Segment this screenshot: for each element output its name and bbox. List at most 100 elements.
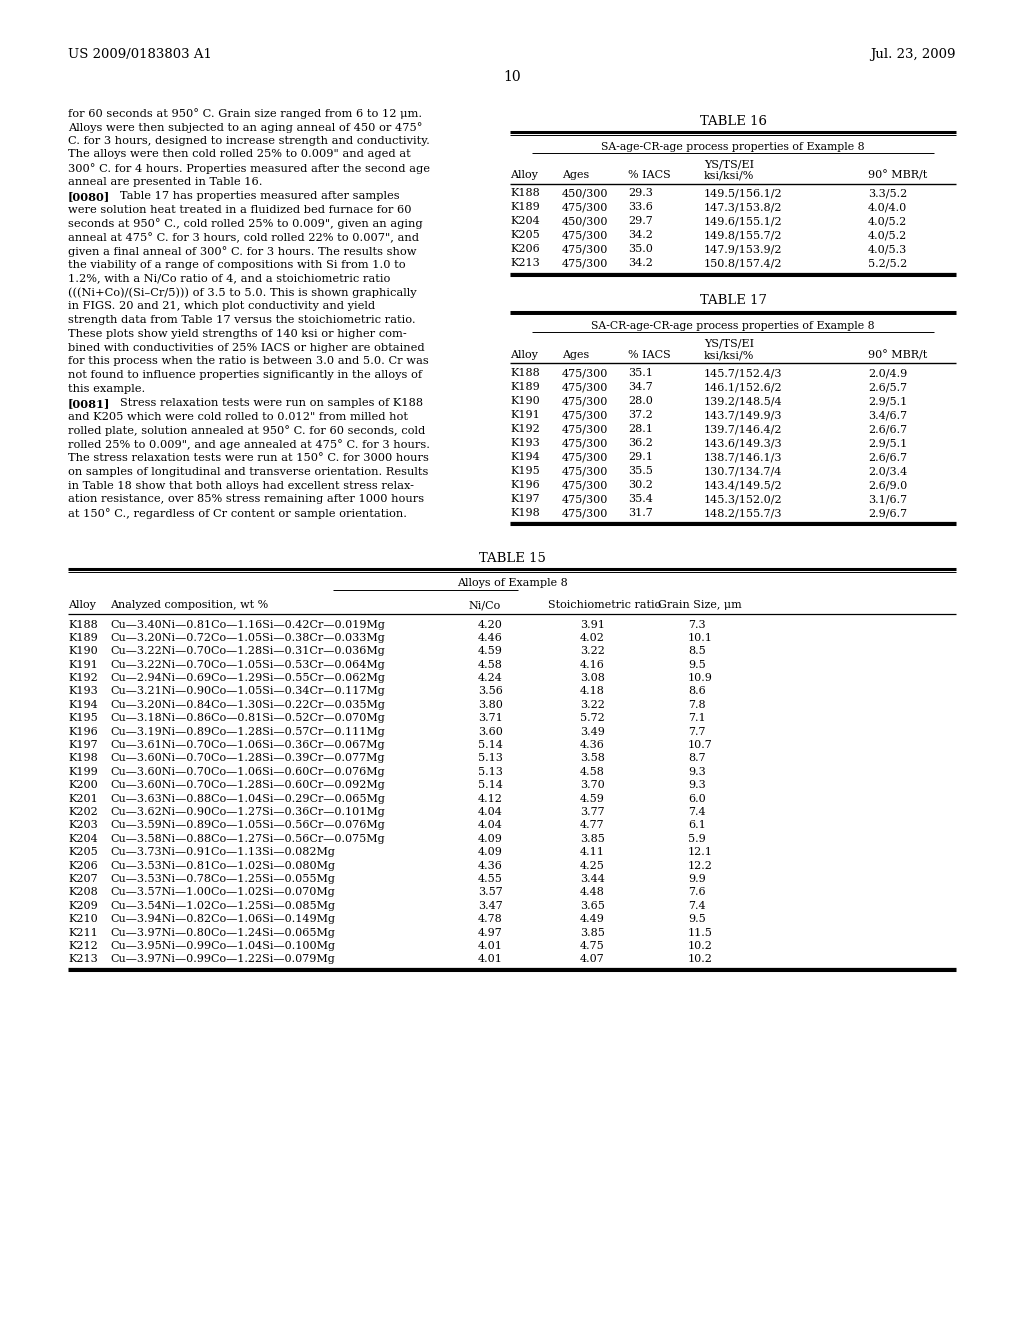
Text: 9.3: 9.3 — [688, 780, 706, 791]
Text: K192: K192 — [510, 424, 540, 434]
Text: 4.59: 4.59 — [478, 647, 503, 656]
Text: 36.2: 36.2 — [628, 438, 653, 447]
Text: Cu—2.94Ni—0.69Co—1.29Si—0.55Cr—0.062Mg: Cu—2.94Ni—0.69Co—1.29Si—0.55Cr—0.062Mg — [110, 673, 385, 682]
Text: 3.70: 3.70 — [580, 780, 605, 791]
Text: this example.: this example. — [68, 384, 145, 393]
Text: 2.6/9.0: 2.6/9.0 — [868, 480, 907, 490]
Text: 475/300: 475/300 — [562, 244, 608, 255]
Text: ksi/ksi/%: ksi/ksi/% — [705, 350, 755, 360]
Text: 149.8/155.7/2: 149.8/155.7/2 — [705, 231, 782, 240]
Text: 12.1: 12.1 — [688, 847, 713, 857]
Text: K204: K204 — [68, 834, 97, 843]
Text: Cu—3.21Ni—0.90Co—1.05Si—0.34Cr—0.117Mg: Cu—3.21Ni—0.90Co—1.05Si—0.34Cr—0.117Mg — [110, 686, 385, 697]
Text: Cu—3.73Ni—0.91Co—1.13Si—0.082Mg: Cu—3.73Ni—0.91Co—1.13Si—0.082Mg — [110, 847, 335, 857]
Text: in Table 18 show that both alloys had excellent stress relax-: in Table 18 show that both alloys had ex… — [68, 480, 414, 491]
Text: 475/300: 475/300 — [562, 202, 608, 213]
Text: 7.6: 7.6 — [688, 887, 706, 898]
Text: 5.13: 5.13 — [478, 767, 503, 777]
Text: seconds at 950° C., cold rolled 25% to 0.009", given an aging: seconds at 950° C., cold rolled 25% to 0… — [68, 218, 423, 230]
Text: 5.72: 5.72 — [580, 713, 605, 723]
Text: 4.18: 4.18 — [580, 686, 605, 697]
Text: for 60 seconds at 950° C. Grain size ranged from 6 to 12 μm.: for 60 seconds at 950° C. Grain size ran… — [68, 108, 422, 119]
Text: SA-age-CR-age process properties of Example 8: SA-age-CR-age process properties of Exam… — [601, 141, 865, 152]
Text: 4.0/5.2: 4.0/5.2 — [868, 231, 907, 240]
Text: 130.7/134.7/4: 130.7/134.7/4 — [705, 466, 782, 477]
Text: ation resistance, over 85% stress remaining after 1000 hours: ation resistance, over 85% stress remain… — [68, 495, 424, 504]
Text: 148.2/155.7/3: 148.2/155.7/3 — [705, 508, 782, 517]
Text: Stoichiometric ratio: Stoichiometric ratio — [548, 601, 662, 610]
Text: 4.46: 4.46 — [478, 632, 503, 643]
Text: 4.55: 4.55 — [478, 874, 503, 884]
Text: Cu—3.60Ni—0.70Co—1.06Si—0.60Cr—0.076Mg: Cu—3.60Ni—0.70Co—1.06Si—0.60Cr—0.076Mg — [110, 767, 385, 777]
Text: 3.4/6.7: 3.4/6.7 — [868, 411, 907, 420]
Text: The stress relaxation tests were run at 150° C. for 3000 hours: The stress relaxation tests were run at … — [68, 453, 429, 463]
Text: 475/300: 475/300 — [562, 381, 608, 392]
Text: Cu—3.22Ni—0.70Co—1.28Si—0.31Cr—0.036Mg: Cu—3.22Ni—0.70Co—1.28Si—0.31Cr—0.036Mg — [110, 647, 385, 656]
Text: 2.0/3.4: 2.0/3.4 — [868, 466, 907, 477]
Text: were solution heat treated in a fluidized bed furnace for 60: were solution heat treated in a fluidize… — [68, 205, 412, 215]
Text: 4.07: 4.07 — [580, 954, 605, 965]
Text: 4.59: 4.59 — [580, 793, 605, 804]
Text: 28.1: 28.1 — [628, 424, 653, 434]
Text: Cu—3.20Ni—0.84Co—1.30Si—0.22Cr—0.035Mg: Cu—3.20Ni—0.84Co—1.30Si—0.22Cr—0.035Mg — [110, 700, 385, 710]
Text: 145.3/152.0/2: 145.3/152.0/2 — [705, 494, 782, 504]
Text: US 2009/0183803 A1: US 2009/0183803 A1 — [68, 48, 212, 61]
Text: 475/300: 475/300 — [562, 368, 608, 378]
Text: 8.5: 8.5 — [688, 647, 706, 656]
Text: anneal are presented in Table 16.: anneal are presented in Table 16. — [68, 177, 262, 187]
Text: Alloys were then subjected to an aging anneal of 450 or 475°: Alloys were then subjected to an aging a… — [68, 121, 423, 133]
Text: 4.01: 4.01 — [478, 954, 503, 965]
Text: K193: K193 — [510, 438, 540, 447]
Text: K188: K188 — [510, 368, 540, 378]
Text: Cu—3.40Ni—0.81Co—1.16Si—0.42Cr—0.019Mg: Cu—3.40Ni—0.81Co—1.16Si—0.42Cr—0.019Mg — [110, 619, 385, 630]
Text: 10.2: 10.2 — [688, 954, 713, 965]
Text: 3.22: 3.22 — [580, 647, 605, 656]
Text: 2.9/5.1: 2.9/5.1 — [868, 438, 907, 447]
Text: 4.04: 4.04 — [478, 807, 503, 817]
Text: 4.97: 4.97 — [478, 928, 503, 937]
Text: 6.1: 6.1 — [688, 821, 706, 830]
Text: 7.3: 7.3 — [688, 619, 706, 630]
Text: K190: K190 — [510, 396, 540, 407]
Text: 35.5: 35.5 — [628, 466, 653, 477]
Text: 4.58: 4.58 — [580, 767, 605, 777]
Text: Alloy: Alloy — [510, 170, 538, 181]
Text: 4.02: 4.02 — [580, 632, 605, 643]
Text: 139.2/148.5/4: 139.2/148.5/4 — [705, 396, 782, 407]
Text: 475/300: 475/300 — [562, 231, 608, 240]
Text: 9.5: 9.5 — [688, 915, 706, 924]
Text: 3.77: 3.77 — [580, 807, 604, 817]
Text: K194: K194 — [68, 700, 97, 710]
Text: K188: K188 — [68, 619, 97, 630]
Text: Alloys of Example 8: Alloys of Example 8 — [457, 578, 567, 589]
Text: Stress relaxation tests were run on samples of K188: Stress relaxation tests were run on samp… — [109, 397, 423, 408]
Text: 3.08: 3.08 — [580, 673, 605, 682]
Text: K199: K199 — [68, 767, 97, 777]
Text: K191: K191 — [510, 411, 540, 420]
Text: 3.49: 3.49 — [580, 727, 605, 737]
Text: 4.58: 4.58 — [478, 660, 503, 669]
Text: 4.16: 4.16 — [580, 660, 605, 669]
Text: 4.09: 4.09 — [478, 834, 503, 843]
Text: These plots show yield strengths of 140 ksi or higher com-: These plots show yield strengths of 140 … — [68, 329, 407, 339]
Text: 138.7/146.1/3: 138.7/146.1/3 — [705, 451, 782, 462]
Text: rolled plate, solution annealed at 950° C. for 60 seconds, cold: rolled plate, solution annealed at 950° … — [68, 425, 425, 437]
Text: Cu—3.60Ni—0.70Co—1.28Si—0.60Cr—0.092Mg: Cu—3.60Ni—0.70Co—1.28Si—0.60Cr—0.092Mg — [110, 780, 385, 791]
Text: 3.47: 3.47 — [478, 900, 503, 911]
Text: K196: K196 — [510, 480, 540, 490]
Text: 7.4: 7.4 — [688, 900, 706, 911]
Text: C. for 3 hours, designed to increase strength and conductivity.: C. for 3 hours, designed to increase str… — [68, 136, 430, 145]
Text: 149.6/155.1/2: 149.6/155.1/2 — [705, 216, 782, 227]
Text: 90° MBR/t: 90° MBR/t — [868, 350, 928, 360]
Text: at 150° C., regardless of Cr content or sample orientation.: at 150° C., regardless of Cr content or … — [68, 508, 407, 519]
Text: Grain Size, μm: Grain Size, μm — [658, 601, 741, 610]
Text: Cu—3.20Ni—0.72Co—1.05Si—0.38Cr—0.033Mg: Cu—3.20Ni—0.72Co—1.05Si—0.38Cr—0.033Mg — [110, 632, 385, 643]
Text: ksi/ksi/%: ksi/ksi/% — [705, 170, 755, 181]
Text: 450/300: 450/300 — [562, 189, 608, 198]
Text: 5.9: 5.9 — [688, 834, 706, 843]
Text: K200: K200 — [68, 780, 97, 791]
Text: 146.1/152.6/2: 146.1/152.6/2 — [705, 381, 782, 392]
Text: K202: K202 — [68, 807, 97, 817]
Text: 3.65: 3.65 — [580, 900, 605, 911]
Text: K197: K197 — [68, 741, 97, 750]
